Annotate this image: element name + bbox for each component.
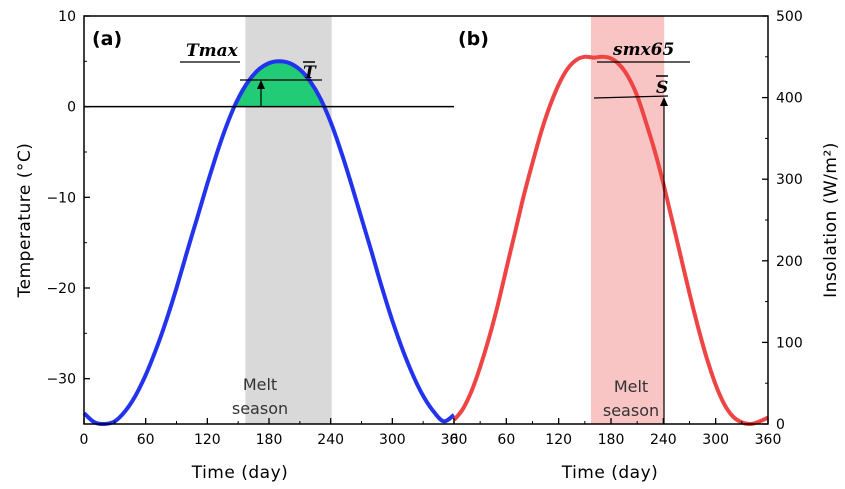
panel-b-x-tick-label: 0 [450, 432, 459, 448]
panel-a-y-axis: −30 −20 −10 0 10 [46, 9, 90, 425]
panel-a-y-tick-label: −10 [46, 190, 76, 206]
smean-label: S [656, 78, 668, 98]
panel-b-insolation-curve [452, 54, 769, 427]
panel-a-y-tick-label: 0 [67, 100, 76, 116]
tmean-arrow-head [257, 80, 265, 89]
panel-a-x-tick-label: 240 [317, 432, 344, 448]
panel-a-x-axis-label: Time (day) [191, 463, 289, 483]
panel-b-label: (b) [458, 28, 489, 50]
panel-a-label: (a) [92, 28, 122, 50]
panel-a-melt-season-label: Melt [243, 375, 277, 394]
panel-a-y-tick-label: −20 [46, 281, 76, 297]
smean-leader-line [593, 95, 669, 99]
panel-a-temperature-chart: Tmax T Melt season (a) −30 −20 −10 0 10 0 60 1… [15, 9, 467, 483]
smean-arrow-head [660, 97, 668, 106]
panel-a-x-axis: 0 60 120 180 240 300 360 [80, 418, 468, 448]
panel-b-y-axis: 0 100 200 300 400 500 [762, 9, 803, 433]
panel-b-y-tick-label: 300 [776, 172, 803, 188]
panel-a-x-tick-label: 360 [441, 432, 468, 448]
panel-b-x-axis-label: Time (day) [561, 463, 659, 483]
panel-a-temperature-curve [82, 59, 456, 427]
panel-b-y-tick-label: 100 [776, 335, 803, 351]
panel-b-melt-season-label: Melt [614, 377, 648, 396]
panel-a-x-tick-label: 0 [80, 432, 89, 448]
panel-a-melt-season-label-2: season [232, 399, 288, 418]
panel-a-x-tick-label: 120 [194, 432, 221, 448]
panel-b-x-tick-label: 120 [545, 432, 572, 448]
panel-b-x-tick-label: 60 [497, 432, 515, 448]
panel-b-y-axis-label: Insolation (W/m²) [821, 142, 841, 298]
panel-a-y-tick-label: 10 [58, 9, 76, 25]
tmax-label: Tmax [186, 41, 239, 61]
panel-b-y-tick-label: 200 [776, 254, 803, 270]
panel-a-y-tick-label: −30 [46, 372, 76, 388]
panel-b-x-tick-label: 240 [650, 432, 677, 448]
tmean-label: T [303, 63, 317, 83]
panel-b-x-tick-label: 180 [598, 432, 625, 448]
panel-b-x-axis: 0 60 120 180 240 300 360 [450, 418, 782, 448]
plot-frame [83, 15, 769, 425]
panel-b-x-tick-label: 360 [755, 432, 782, 448]
panel-b-y-tick-label: 400 [776, 91, 803, 107]
panel-a-y-axis-label: Temperature (°C) [15, 143, 35, 299]
panel-b-x-tick-label: 300 [702, 432, 729, 448]
panel-b-insolation-chart: smx65 S Melt season (b) 0 100 200 300 400 500… [450, 9, 841, 483]
panel-a-x-tick-label: 300 [379, 432, 406, 448]
smx65-label: smx65 [612, 40, 674, 60]
panel-a-x-tick-label: 180 [256, 432, 283, 448]
panel-b-melt-season-label-2: season [603, 401, 659, 420]
panel-b-y-tick-label: 0 [776, 417, 785, 433]
panel-b-y-tick-label: 500 [776, 9, 803, 25]
panel-b-melt-season-band [590, 16, 665, 424]
panel-a-x-tick-label: 60 [137, 432, 155, 448]
